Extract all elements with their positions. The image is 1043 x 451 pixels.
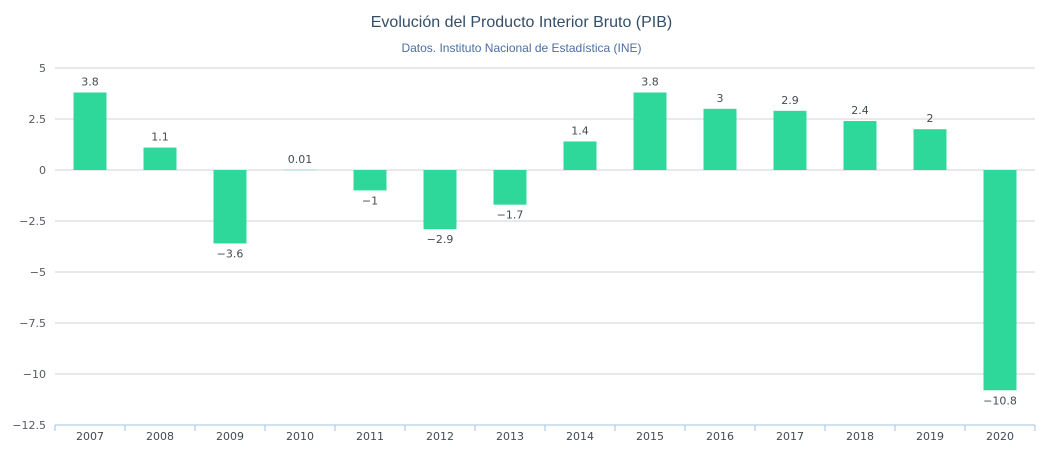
x-tick-label: 2014 xyxy=(566,430,594,443)
data-label: −2.9 xyxy=(427,233,454,246)
y-tick-label: −12.5 xyxy=(12,419,46,432)
chart-subtitle: Datos. Instituto Nacional de Estadística… xyxy=(401,41,642,55)
y-tick-label: 0 xyxy=(39,164,46,177)
x-tick-label: 2013 xyxy=(496,430,524,443)
y-tick-label: 5 xyxy=(39,62,46,75)
x-tick-label: 2012 xyxy=(426,430,454,443)
data-label: 3.8 xyxy=(81,75,99,88)
bar xyxy=(983,170,1017,391)
data-label: 1.1 xyxy=(151,131,169,144)
y-tick-label: −2.5 xyxy=(19,215,46,228)
bar xyxy=(423,170,457,230)
x-tick-label: 2015 xyxy=(636,430,664,443)
data-label: 1.4 xyxy=(571,124,589,137)
data-label: −10.8 xyxy=(983,394,1017,407)
bar xyxy=(563,141,597,170)
data-label: −3.6 xyxy=(217,247,244,260)
x-tick-label: 2018 xyxy=(846,430,874,443)
x-tick-label: 2009 xyxy=(216,430,244,443)
y-tick-label: 2.5 xyxy=(29,113,47,126)
bar xyxy=(213,170,247,244)
data-label: −1 xyxy=(362,194,378,207)
bar xyxy=(143,147,177,170)
data-label: 2.4 xyxy=(851,104,869,117)
x-tick-label: 2011 xyxy=(356,430,384,443)
x-tick-label: 2010 xyxy=(286,430,314,443)
bar xyxy=(633,92,667,170)
y-tick-label: −10 xyxy=(23,368,46,381)
data-label: 0.01 xyxy=(288,153,313,166)
bar xyxy=(773,110,807,170)
x-tick-label: 2019 xyxy=(916,430,944,443)
data-label: 3.8 xyxy=(641,75,659,88)
bar xyxy=(73,92,107,170)
data-label: 2 xyxy=(927,112,934,125)
bar xyxy=(493,170,527,205)
x-tick-label: 2017 xyxy=(776,430,804,443)
bar xyxy=(703,108,737,170)
bar xyxy=(353,170,387,191)
x-tick-label: 2016 xyxy=(706,430,734,443)
bar xyxy=(843,121,877,170)
chart-title: Evolución del Producto Interior Bruto (P… xyxy=(370,14,673,31)
data-label: 3 xyxy=(717,92,724,105)
x-tick-label: 2007 xyxy=(76,430,104,443)
data-label: 2.9 xyxy=(781,94,799,107)
x-tick-label: 2008 xyxy=(146,430,174,443)
y-tick-label: −5 xyxy=(30,266,46,279)
data-label: −1.7 xyxy=(497,209,524,222)
x-tick-label: 2020 xyxy=(986,430,1014,443)
bar xyxy=(913,129,947,170)
y-tick-label: −7.5 xyxy=(19,317,46,330)
